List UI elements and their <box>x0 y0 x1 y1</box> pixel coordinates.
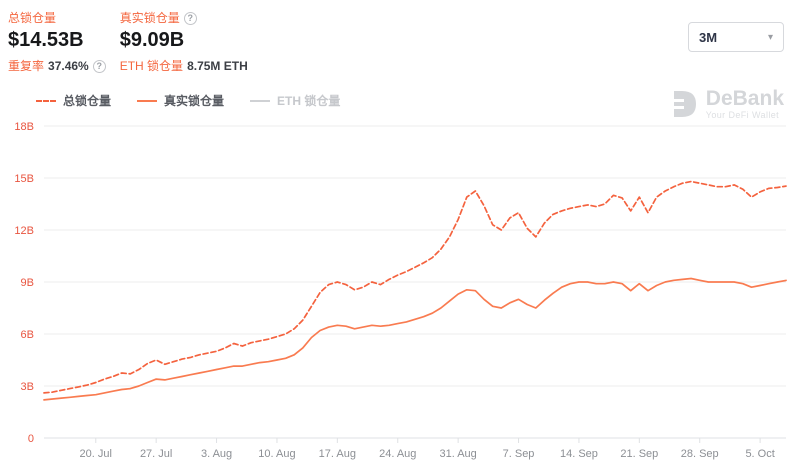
dashed-line-swatch-icon <box>36 99 56 102</box>
stat-eth-locked-value: 8.75M ETH <box>187 59 248 73</box>
legend-item-real-tvl[interactable]: 真实锁仓量 <box>137 92 224 109</box>
svg-text:28. Sep: 28. Sep <box>681 448 719 460</box>
stat-total-tvl-value: $14.53B <box>8 29 84 51</box>
solid-line-swatch-icon <box>137 99 158 102</box>
help-icon[interactable]: ? <box>92 60 106 73</box>
range-selector[interactable]: 3M ▾ <box>688 22 784 52</box>
svg-text:31. Aug: 31. Aug <box>439 448 476 460</box>
svg-text:5. Oct: 5. Oct <box>745 448 774 460</box>
stat-real-tvl: 真实锁仓量 ? $9.09B ETH 锁仓量 8.75M ETH <box>120 10 248 74</box>
svg-text:21. Sep: 21. Sep <box>620 448 658 460</box>
stat-real-tvl-label-text: 真实锁仓量 <box>119 11 180 25</box>
stat-repeat-rate-label: 重复率 <box>8 59 45 73</box>
svg-text:7. Sep: 7. Sep <box>503 448 535 460</box>
stat-repeat-rate-value: 37.46% <box>48 59 89 73</box>
legend-label: ETH 锁仓量 <box>277 94 341 108</box>
stat-eth-locked: ETH 锁仓量 8.75M ETH <box>120 59 248 74</box>
legend-item-total-tvl[interactable]: 总锁仓量 <box>36 92 111 109</box>
stats-row: 总锁仓量 $14.53B 重复率 37.46% ? 真实锁仓量 ? $9.09B… <box>0 0 800 74</box>
svg-text:24. Aug: 24. Aug <box>379 448 416 460</box>
header: 总锁仓量 $14.53B 重复率 37.46% ? 真实锁仓量 ? $9.09B… <box>0 0 800 86</box>
svg-text:3. Aug: 3. Aug <box>201 448 232 460</box>
svg-text:9B: 9B <box>21 277 34 289</box>
svg-text:0: 0 <box>28 433 34 445</box>
stat-repeat-rate: 重复率 37.46% ? <box>8 59 106 74</box>
svg-text:12B: 12B <box>14 225 34 237</box>
stat-total-tvl-label: 总锁仓量 <box>8 11 57 25</box>
svg-text:14. Sep: 14. Sep <box>560 448 598 460</box>
stat-total-tvl: 总锁仓量 $14.53B 重复率 37.46% ? <box>8 10 106 74</box>
svg-text:15B: 15B <box>14 173 34 185</box>
svg-text:20. Jul: 20. Jul <box>80 448 112 460</box>
legend-label: 总锁仓量 <box>63 94 112 108</box>
svg-text:10. Aug: 10. Aug <box>258 448 295 460</box>
legend-item-eth-locked[interactable]: ETH 锁仓量 <box>250 92 340 109</box>
stat-real-tvl-value: $9.09B <box>119 29 185 51</box>
chart-legend: 总锁仓量 真实锁仓量 ETH 锁仓量 <box>36 92 340 109</box>
watermark-name: DeBank <box>705 87 784 110</box>
tvl-line-chart[interactable]: 18B 15B 12B 9B 6B 3B 0 20. Jul 27. Jul 3. Aug 10. … <box>0 112 800 476</box>
svg-text:6B: 6B <box>21 329 34 341</box>
svg-text:17. Aug: 17. Aug <box>319 448 356 460</box>
svg-text:18B: 18B <box>14 121 34 133</box>
svg-text:3B: 3B <box>21 381 34 393</box>
legend-label: 真实锁仓量 <box>164 94 225 108</box>
range-selector-value: 3M <box>699 29 718 45</box>
tvl-chart-area[interactable]: 18B 15B 12B 9B 6B 3B 0 20. Jul 27. Jul 3. Aug 10. … <box>0 112 800 476</box>
gray-line-swatch-icon <box>250 99 271 102</box>
chevron-down-icon: ▾ <box>767 31 773 43</box>
help-icon[interactable]: ? <box>183 11 197 25</box>
stat-real-tvl-label: 真实锁仓量 ? <box>120 10 248 26</box>
stat-eth-locked-label: ETH 锁仓量 <box>119 59 184 73</box>
svg-text:27. Jul: 27. Jul <box>140 448 172 460</box>
